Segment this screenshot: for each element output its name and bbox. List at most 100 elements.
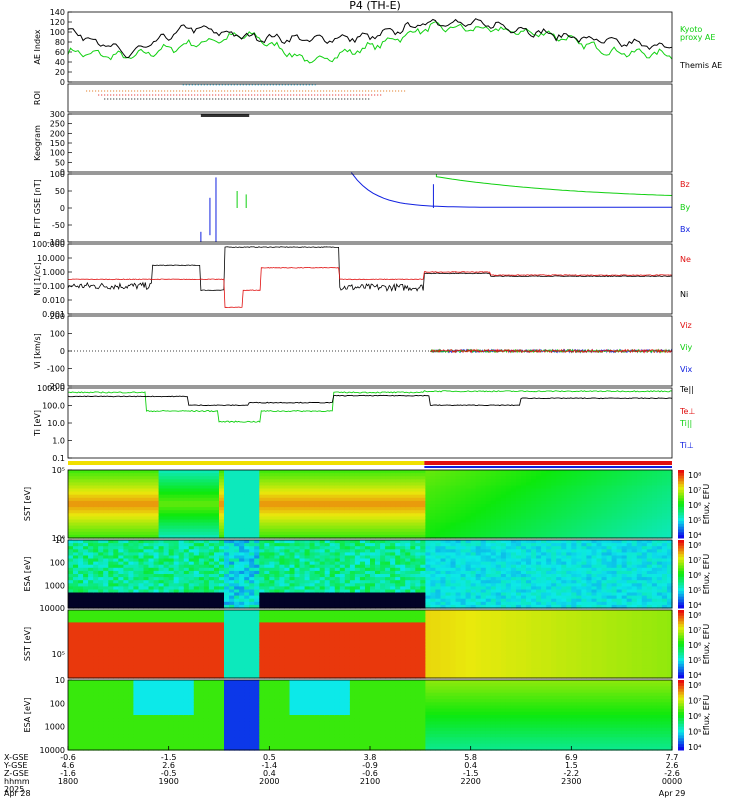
sst-electron-cell (460, 507, 467, 511)
sst-electron-cell (651, 504, 658, 508)
sst-electron-cell (631, 516, 638, 521)
sst-electron-cell (203, 531, 210, 536)
sst-electron-cell (344, 491, 351, 496)
sst-electron-cell (289, 473, 296, 477)
esa-electron-cell (349, 589, 356, 594)
esa-electron-cell (450, 595, 457, 600)
esa-electron-cell (324, 574, 331, 578)
sst-electron-cell (239, 491, 245, 496)
sst-electron-cell (359, 488, 366, 493)
esa-electron-cell (163, 549, 170, 553)
sst-electron-cell (214, 534, 220, 539)
esa-electron-cell (390, 546, 396, 550)
sst-electron-cell (646, 525, 653, 530)
esa-electron-cell (88, 577, 94, 581)
sst-electron-cell (98, 491, 104, 496)
sst-electron-cell (133, 482, 139, 487)
sst-electron-cell (219, 482, 225, 487)
sst-electron-cell (208, 500, 215, 505)
esa-electron-cell (274, 543, 280, 547)
esa-electron-cell (249, 549, 255, 553)
sst-electron-cell (259, 500, 265, 505)
esa-electron-cell (410, 574, 416, 578)
esa-electron-cell (485, 589, 492, 594)
esa-electron-cell (234, 601, 240, 606)
sst-electron-cell (208, 494, 215, 499)
esa-electron-cell (480, 601, 487, 606)
esa-electron-cell (516, 540, 522, 544)
sst-electron-cell (667, 525, 673, 530)
sst-electron-cell (274, 479, 280, 483)
sst-electron-cell (611, 500, 618, 505)
esa-electron-cell (385, 567, 391, 572)
esa-electron-cell (153, 598, 160, 603)
sst-electron-cell (611, 534, 618, 539)
sst-electron-cell (586, 510, 592, 514)
sst-electron-cell (244, 507, 250, 511)
sst-electron-cell (440, 470, 447, 474)
esa-electron-cell (78, 583, 84, 587)
esa-electron-cell (148, 583, 155, 587)
sst-electron-cell (264, 531, 270, 536)
esa-electron-cell (173, 570, 180, 575)
esa-electron-cell (435, 564, 441, 569)
sst-electron-cell (480, 488, 487, 493)
esa-electron-cell (113, 586, 119, 591)
esa-electron-cell (113, 567, 119, 572)
esa-electron-cell (445, 549, 452, 553)
esa-electron-cell (415, 555, 421, 560)
sst-electron-cell (430, 534, 436, 539)
esa-electron-cell (521, 574, 527, 578)
sst-electron-cell (198, 470, 205, 474)
esa-electron-cell (158, 549, 165, 553)
esa-electron-cell (148, 574, 155, 578)
sst-electron-cell (475, 510, 482, 514)
density-ne-series (67, 266, 673, 309)
esa-electron-cell (83, 592, 89, 597)
sst-electron-cell (88, 507, 94, 511)
esa-electron-cell (385, 601, 391, 606)
sst-electron-cell (661, 507, 668, 511)
sst-electron-cell (334, 534, 341, 539)
esa-electron-cell (284, 595, 290, 600)
sst-electron-cell (259, 510, 265, 514)
velocity-ytick: 200 (50, 312, 65, 321)
sst-electron-cell (83, 491, 89, 496)
sst-electron-cell (349, 528, 356, 533)
esa-electron-cell (485, 586, 492, 591)
sst-electron-cell (365, 519, 371, 524)
sst-electron-cell (98, 479, 104, 483)
esa-electron-cell (128, 574, 134, 578)
sst-electron-cell (571, 519, 577, 524)
esa-electron-cell (208, 555, 215, 560)
sst-electron-cell (143, 482, 150, 487)
esa-electron-cell (153, 577, 160, 581)
esa-electron-cell (244, 546, 250, 550)
esa-electron-cell (505, 598, 512, 603)
sst-electron-cell (395, 473, 401, 477)
esa-electron-cell (516, 570, 522, 575)
sst-electron-cell (651, 534, 658, 539)
sst-electron-cell (636, 497, 643, 502)
esa-electron-cell (173, 558, 180, 563)
sst-electron-cell (123, 510, 129, 514)
sst-electron-cell (249, 525, 255, 530)
esa-electron-cell (390, 586, 396, 591)
sst-electron-cell (395, 494, 401, 499)
sst-electron-cell (455, 473, 462, 477)
esa-electron-cell (465, 558, 472, 563)
sst-electron-cell (415, 504, 421, 508)
esa-electron-cell (214, 570, 220, 575)
sst-electron-cell (239, 497, 245, 502)
sst-electron-cell (148, 531, 155, 536)
sst-electron-cell (219, 525, 225, 530)
esa-electron-cell (551, 583, 557, 587)
sst-electron-cell (148, 500, 155, 505)
esa-electron-cell (359, 589, 366, 594)
esa-electron-cell (546, 592, 552, 597)
sst-electron-cell (450, 476, 457, 480)
esa-electron-cell (359, 595, 366, 600)
sst-electron-cell (385, 470, 391, 474)
sst-electron-cell (531, 491, 537, 496)
esa-electron-cell (561, 540, 567, 544)
